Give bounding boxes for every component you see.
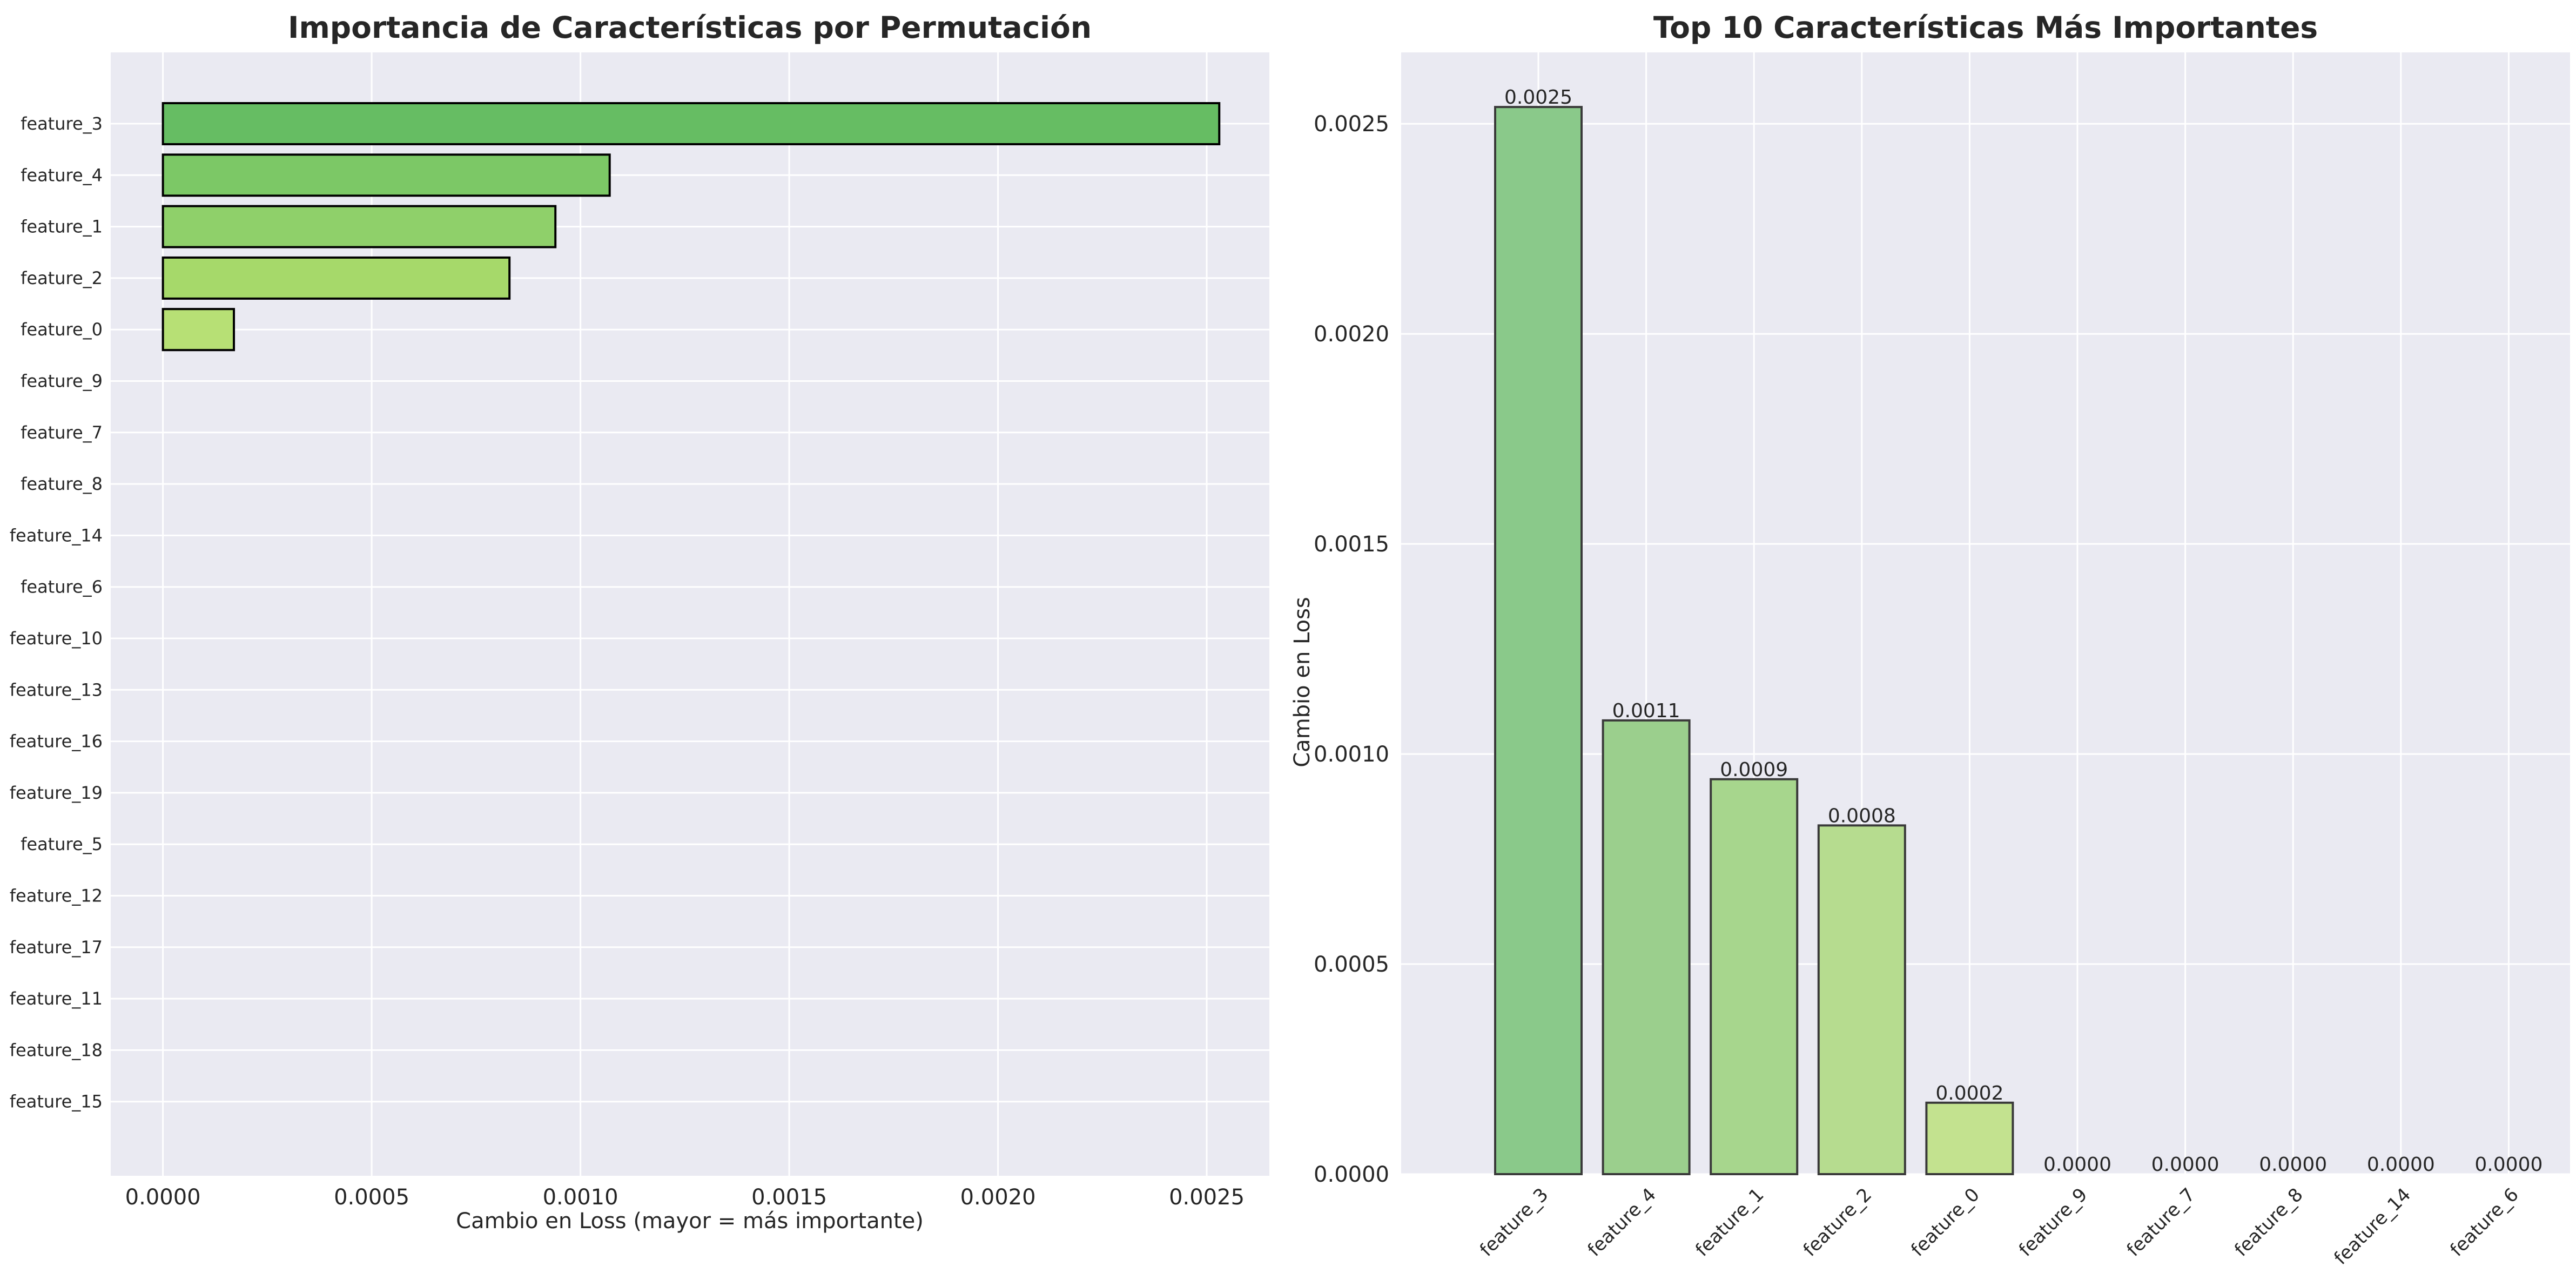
right-bar [1817, 824, 1906, 1175]
right-y-axis-label: Cambio en Loss [1290, 597, 1315, 767]
left-y-tick-label: feature_0 [21, 319, 103, 340]
right-y-tick-label: 0.0015 [1314, 532, 1389, 557]
left-y-tick-label: feature_3 [21, 113, 103, 134]
right-data-label: 0.0009 [1720, 759, 1788, 781]
left-y-tick-label: feature_1 [21, 217, 103, 237]
left-x-tick-label: 0.0025 [1169, 1185, 1245, 1210]
right-data-label: 0.0008 [1828, 805, 1896, 827]
left-x-tick-label: 0.0020 [960, 1185, 1036, 1210]
left-y-tick-label: feature_15 [10, 1092, 103, 1112]
left-y-tick-label: feature_17 [10, 937, 103, 958]
left-chart-title: Importancia de Características por Permu… [288, 10, 1092, 45]
left-x-tick-labels: 0.0000 0.0005 0.0010 0.0015 0.0020 0.0025 [125, 1185, 1245, 1210]
left-y-tick-label: feature_9 [21, 371, 103, 392]
left-bars [162, 102, 1221, 352]
right-bar [1710, 778, 1799, 1175]
right-bar [1925, 1101, 2014, 1176]
right-data-labels: 0.0025 0.0011 0.0009 0.0008 0.0002 0.0000 0.00… [1504, 86, 2543, 1176]
left-y-tick-label: feature_14 [10, 525, 103, 545]
right-data-label: 0.0000 [2474, 1154, 2543, 1176]
left-y-tick-label: feature_18 [10, 1040, 103, 1060]
left-bar [162, 308, 236, 352]
left-bar [162, 256, 511, 300]
right-data-label: 0.0002 [1935, 1082, 2003, 1104]
left-y-tick-label: feature_5 [21, 834, 103, 854]
left-y-tick-label: feature_11 [10, 988, 103, 1009]
left-y-tick-label: feature_19 [10, 783, 103, 803]
left-bar [162, 205, 557, 248]
right-bar [1494, 106, 1583, 1176]
right-y-tick-labels: 0.0000 0.0005 0.0010 0.0015 0.0020 0.0025 [1314, 112, 1389, 1187]
left-y-tick-label: feature_7 [21, 422, 103, 443]
right-data-label: 0.0000 [2367, 1154, 2435, 1176]
left-bar [162, 102, 1221, 145]
right-data-label: 0.0000 [2259, 1154, 2327, 1176]
right-y-tick-label: 0.0025 [1314, 112, 1389, 137]
left-y-tick-label: feature_13 [10, 679, 103, 700]
right-chart-title: Top 10 Características Más Importantes [1653, 10, 2318, 45]
left-y-tick-labels: feature_3 feature_4 feature_1 feature_2feat… [10, 113, 103, 1112]
left-x-tick-label: 0.0015 [751, 1185, 827, 1210]
left-y-tick-label: feature_6 [21, 577, 103, 597]
right-plot-area [1401, 52, 2570, 1174]
left-x-tick-label: 0.0010 [543, 1185, 618, 1210]
left-y-tick-label: feature_10 [10, 628, 103, 649]
right-bars [1494, 106, 2014, 1176]
right-y-tick-label: 0.0000 [1314, 1162, 1389, 1187]
left-x-tick-label: 0.0000 [125, 1185, 201, 1210]
right-y-tick-label: 0.0010 [1314, 742, 1389, 767]
right-y-tick-label: 0.0005 [1314, 952, 1389, 977]
left-bar [162, 153, 611, 197]
right-data-label: 0.0000 [2043, 1154, 2111, 1176]
right-y-tick-label: 0.0020 [1314, 322, 1389, 347]
left-x-tick-label: 0.0005 [334, 1185, 409, 1210]
right-bar [1602, 719, 1691, 1175]
right-data-label: 0.0011 [1612, 700, 1680, 722]
left-y-tick-label: feature_4 [21, 165, 103, 185]
left-chart: feature_3 feature_4 feature_1 feature_2feat… [10, 10, 1269, 1234]
left-x-axis-label: Cambio en Loss (mayor = más importante) [456, 1209, 924, 1234]
left-y-tick-label: feature_2 [21, 268, 103, 288]
right-data-label: 0.0025 [1504, 86, 1572, 109]
left-y-tick-label: feature_8 [21, 474, 103, 494]
left-y-tick-label: feature_12 [10, 886, 103, 906]
right-data-label: 0.0000 [2151, 1154, 2219, 1176]
left-y-tick-label: feature_16 [10, 731, 103, 752]
